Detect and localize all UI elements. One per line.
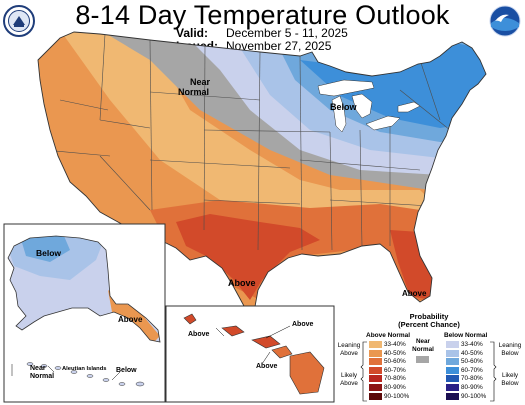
above-bin-row: 50-60%	[369, 358, 409, 367]
below-bin-label: 60-70%	[461, 366, 483, 374]
below-bin-row: 70-80%	[446, 375, 486, 384]
below-bin-label: 50-60%	[461, 358, 483, 366]
legend-title: Probability (Percent Chance)	[398, 312, 460, 329]
below-bin-row: 33-40%	[446, 341, 486, 350]
alaska-above-label: Above	[118, 315, 143, 324]
below-label: Below	[330, 102, 358, 112]
leaning-above-text: Leaning Above	[337, 342, 361, 357]
hawaii-islands	[183, 313, 325, 395]
alaska-outline	[7, 235, 161, 343]
aleutian-islands-shapes	[26, 362, 145, 387]
hawaii-above-label-2: Above	[292, 321, 314, 328]
above-bin-swatch	[369, 383, 382, 391]
above-bin-swatch	[369, 358, 382, 366]
hawaii-leaders	[215, 325, 291, 365]
above-bin-swatch	[369, 392, 382, 400]
near-normal-label: Near Normal	[178, 77, 211, 97]
above-bin-swatch	[369, 375, 382, 383]
below-bin-swatch	[446, 349, 459, 357]
above-bin-row: 90-100%	[369, 392, 410, 402]
below-bin-label: 80-90%	[461, 384, 483, 392]
near-normal-swatch	[416, 356, 429, 363]
below-bin-swatch	[446, 341, 459, 348]
leaning-below-text: Leaning Below	[498, 342, 522, 357]
florida-above-label: Above	[402, 289, 427, 298]
aleutian-islands-label: Aleutian Islands	[62, 366, 106, 372]
below-bin-swatch	[446, 392, 459, 400]
below-bin-swatch	[446, 383, 459, 391]
above-bin-label: 33-40%	[384, 341, 406, 349]
above-bracket	[360, 341, 367, 402]
valid-value: December 5 - 11, 2025	[226, 26, 348, 40]
above-bin-label: 60-70%	[384, 366, 406, 374]
above-bin-row: 70-80%	[369, 375, 409, 384]
above-normal-heading: Above Normal	[366, 332, 411, 339]
conus-outline	[37, 31, 487, 313]
near-normal-legend-text: Near Normal	[412, 338, 434, 353]
below-bin-label: 40-50%	[461, 349, 483, 357]
alaska-below-label: Below	[36, 248, 61, 258]
above-bin-label: 80-90%	[384, 384, 406, 392]
valid-label: Valid:	[176, 26, 209, 40]
above-bin-swatch	[369, 366, 382, 374]
below-bin-label: 90-100%	[461, 392, 487, 400]
above-bin-row: 60-70%	[369, 366, 409, 376]
below-bin-swatch	[446, 375, 459, 383]
aleutian-below-label: Below	[116, 367, 137, 374]
below-bin-row: 50-60%	[446, 358, 486, 367]
great-lakes	[317, 79, 421, 133]
below-bracket	[490, 341, 497, 402]
hawaii-above-label-1: Above	[188, 331, 210, 338]
alaska-leaders	[47, 365, 121, 381]
above-bin-swatch	[369, 349, 382, 357]
below-bin-swatch	[446, 366, 459, 374]
below-bin-row: 60-70%	[446, 366, 486, 376]
issued-value: November 27, 2025	[226, 39, 332, 53]
above-bin-label: 70-80%	[384, 375, 406, 383]
above-bin-row: 80-90%	[369, 383, 409, 393]
above-bin-row: 33-40%	[369, 341, 409, 350]
below-bin-label: 70-80%	[461, 375, 483, 383]
above-bin-label: 40-50%	[384, 349, 406, 357]
below-bin-row: 90-100%	[446, 392, 487, 402]
above-bin-swatch	[369, 341, 382, 348]
state-boundaries	[43, 33, 451, 251]
map-title: 8-14 Day Temperature Outlook	[75, 0, 450, 30]
below-bin-swatch	[446, 358, 459, 366]
above-bin-label: 90-100%	[384, 392, 410, 400]
below-bin-row: 40-50%	[446, 349, 486, 359]
likely-above-text: Likely Above	[340, 372, 358, 387]
probability-legend: Probability (Percent Chance) Above Normal…	[336, 312, 524, 404]
alaska-near-normal-label: Near Normal	[30, 365, 54, 380]
below-bins: 33-40% 40-50% 50-60% 60-70% 70-80% 80-90% 90-1…	[446, 341, 486, 401]
date-info: Valid:December 5 - 11, 2025 Issued:Novem…	[176, 27, 348, 53]
above-label: Above	[228, 278, 256, 288]
below-bin-label: 33-40%	[461, 341, 483, 349]
above-bin-label: 50-60%	[384, 358, 406, 366]
noaa-bird-logo-icon	[489, 5, 521, 37]
likely-below-text: Likely Below	[501, 372, 519, 387]
hawaii-above-label-3: Above	[256, 363, 278, 370]
below-bin-row: 80-90%	[446, 383, 486, 393]
above-bin-row: 40-50%	[369, 349, 409, 359]
below-normal-heading: Below Normal	[444, 332, 488, 339]
above-bins: 33-40% 40-50% 50-60% 60-70% 70-80% 80-90% 90-1…	[369, 341, 409, 401]
noaa-doc-seal-icon	[3, 5, 35, 37]
valid-row: Valid: December 5 - 11, 2025	[176, 27, 348, 40]
